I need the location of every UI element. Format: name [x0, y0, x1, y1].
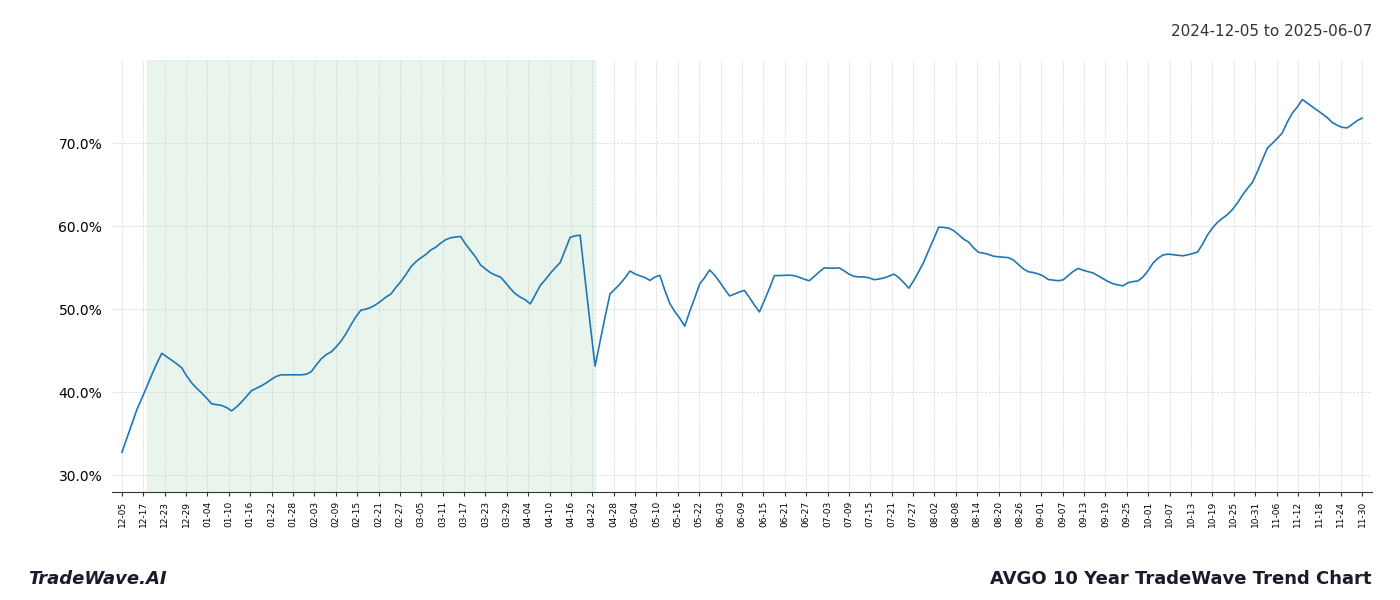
Text: 2024-12-05 to 2025-06-07: 2024-12-05 to 2025-06-07 [1170, 24, 1372, 39]
Text: TradeWave.AI: TradeWave.AI [28, 570, 167, 588]
Bar [147, 60, 595, 492]
Text: AVGO 10 Year TradeWave Trend Chart: AVGO 10 Year TradeWave Trend Chart [991, 570, 1372, 588]
